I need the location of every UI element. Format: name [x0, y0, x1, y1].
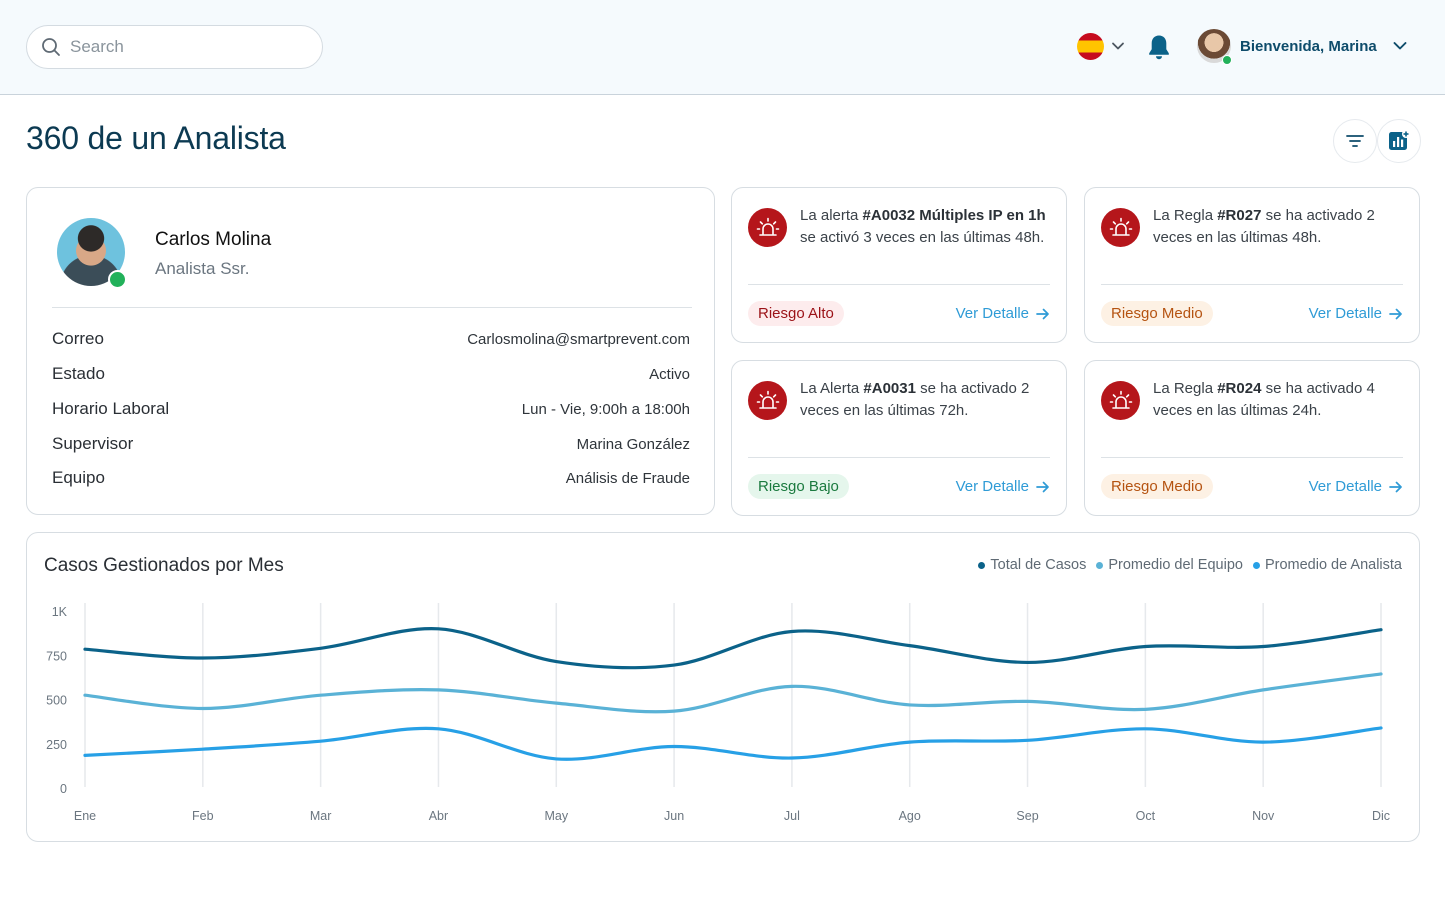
x-tick-label: May — [544, 809, 568, 823]
alert-card: La Regla #R027 se ha activado 2 veces en… — [1084, 187, 1420, 343]
risk-badge: Riesgo Medio — [1101, 474, 1213, 499]
alert-message: La Regla #R024 se ha activado 4 veces en… — [1153, 380, 1375, 419]
info-value: Análisis de Fraude — [565, 470, 690, 487]
series-line — [83, 726, 1383, 761]
risk-badge: Riesgo Alto — [748, 301, 844, 326]
risk-badge: Riesgo Bajo — [748, 474, 849, 499]
arrow-right-icon — [1389, 481, 1402, 492]
siren-icon — [1101, 381, 1140, 420]
siren-icon — [1101, 208, 1140, 247]
chart-legend: Total de Casos Promedio del Equipo Promedi… — [978, 557, 1402, 573]
arrow-right-icon — [1389, 308, 1402, 319]
view-detail-link[interactable]: Ver Detalle — [956, 478, 1050, 495]
chart-add-icon — [1389, 130, 1410, 150]
info-value: Lun - Vie, 9:00h a 18:00h — [521, 401, 690, 418]
info-row-equipo: Equipo Análisis de Fraude — [52, 468, 690, 488]
search-box[interactable] — [26, 25, 323, 69]
filter-button[interactable] — [1333, 119, 1377, 163]
info-value: Marina González — [576, 436, 690, 453]
spain-flag-icon[interactable] — [1077, 33, 1104, 60]
legend-dot — [1096, 561, 1104, 569]
add-report-button[interactable] — [1377, 119, 1421, 163]
alert-card: La alerta #A0032 Múltiples IP en 1h se a… — [731, 187, 1067, 343]
legend-label: Total de Casos — [990, 557, 1087, 573]
view-detail-link[interactable]: Ver Detalle — [956, 305, 1050, 322]
search-input[interactable] — [70, 37, 300, 57]
legend-dot — [978, 561, 986, 569]
chart-title: Casos Gestionados por Mes — [44, 555, 284, 576]
y-tick-label: 500 — [46, 694, 67, 708]
user-online-indicator — [1222, 55, 1232, 65]
risk-badge: Riesgo Medio — [1101, 301, 1213, 326]
x-tick-label: Sep — [1016, 809, 1038, 823]
y-tick-label: 750 — [46, 649, 67, 663]
series-line — [83, 672, 1383, 714]
alert-card: La Alerta #A0031 se ha activado 2 veces … — [731, 360, 1067, 516]
y-tick-label: 250 — [46, 738, 67, 752]
series-line — [83, 627, 1383, 670]
alert-card: La Regla #R024 se ha activado 4 veces en… — [1084, 360, 1420, 516]
info-row-correo: Correo Carlosmolina@smartprevent.com — [52, 329, 690, 349]
info-value: Carlosmolina@smartprevent.com — [467, 331, 690, 348]
view-detail-link[interactable]: Ver Detalle — [1309, 478, 1403, 495]
info-label: Equipo — [52, 468, 105, 487]
alert-message: La alerta #A0032 Múltiples IP en 1h se a… — [800, 207, 1046, 246]
online-status-indicator — [108, 270, 127, 289]
cases-line-chart: 1K 750 500 250 0 Ene Feb Mar Abr May Jun Jul Ago Sep O… — [46, 603, 1390, 823]
welcome-text[interactable]: Bienvenida, Marina — [1240, 38, 1377, 55]
x-tick-label: Abr — [429, 809, 448, 823]
x-tick-label: Oct — [1136, 809, 1156, 823]
top-bar: Bienvenida, Marina — [0, 0, 1445, 95]
analyst-avatar — [57, 218, 125, 286]
info-label: Horario Laboral — [52, 399, 170, 418]
bell-icon[interactable] — [1146, 33, 1172, 61]
arrow-right-icon — [1036, 308, 1049, 319]
x-tick-label: Dic — [1372, 809, 1390, 823]
divider — [52, 307, 692, 308]
analyst-name: Carlos Molina — [155, 229, 272, 250]
info-label: Supervisor — [52, 434, 134, 453]
cases-chart-card: 1K 750 500 250 0 Ene Feb Mar Abr May Jun Jul Ago Sep O… — [26, 532, 1420, 842]
alert-message: La Regla #R027 se ha activado 2 veces en… — [1153, 207, 1375, 246]
x-tick-label: Ene — [74, 809, 96, 823]
y-tick-label: 0 — [60, 782, 67, 796]
info-row-horario: Horario Laboral Lun - Vie, 9:00h a 18:00… — [52, 399, 690, 419]
x-tick-label: Mar — [310, 809, 332, 823]
info-row-supervisor: Supervisor Marina González — [52, 434, 690, 454]
x-tick-label: Feb — [192, 809, 214, 823]
y-tick-label: 1K — [52, 605, 68, 619]
legend-label: Promedio de Analista — [1264, 557, 1402, 573]
analyst-role: Analista Ssr. — [155, 259, 250, 278]
divider — [748, 457, 1050, 458]
alert-message: La Alerta #A0031 se ha activado 2 veces … — [800, 380, 1030, 419]
divider — [748, 284, 1050, 285]
x-tick-label: Nov — [1252, 809, 1275, 823]
siren-icon — [748, 381, 787, 420]
x-tick-label: Jun — [664, 809, 684, 823]
page-title: 360 de un Analista — [26, 120, 286, 156]
siren-icon — [748, 208, 787, 247]
view-detail-link[interactable]: Ver Detalle — [1309, 305, 1403, 322]
legend-item: Promedio de Analista — [1252, 557, 1402, 573]
chevron-down-icon[interactable] — [1392, 38, 1408, 54]
search-icon — [42, 38, 60, 56]
info-label: Estado — [52, 364, 105, 383]
arrow-right-icon — [1036, 481, 1049, 492]
info-label: Correo — [52, 329, 104, 348]
divider — [1101, 284, 1403, 285]
filter-icon — [1346, 135, 1364, 147]
x-tick-label: Jul — [784, 809, 800, 823]
info-value: Activo — [649, 366, 690, 383]
legend-item: Total de Casos — [978, 557, 1086, 573]
info-row-estado: Estado Activo — [52, 364, 690, 384]
divider — [1101, 457, 1403, 458]
legend-item: Promedio del Equipo — [1096, 557, 1243, 573]
analyst-profile-card: Carlos Molina Analista Ssr. Correo Carlo… — [26, 187, 715, 515]
x-tick-label: Ago — [899, 809, 921, 823]
legend-dot — [1252, 561, 1260, 569]
chevron-down-icon[interactable] — [1110, 38, 1126, 54]
legend-label: Promedio del Equipo — [1108, 557, 1243, 573]
